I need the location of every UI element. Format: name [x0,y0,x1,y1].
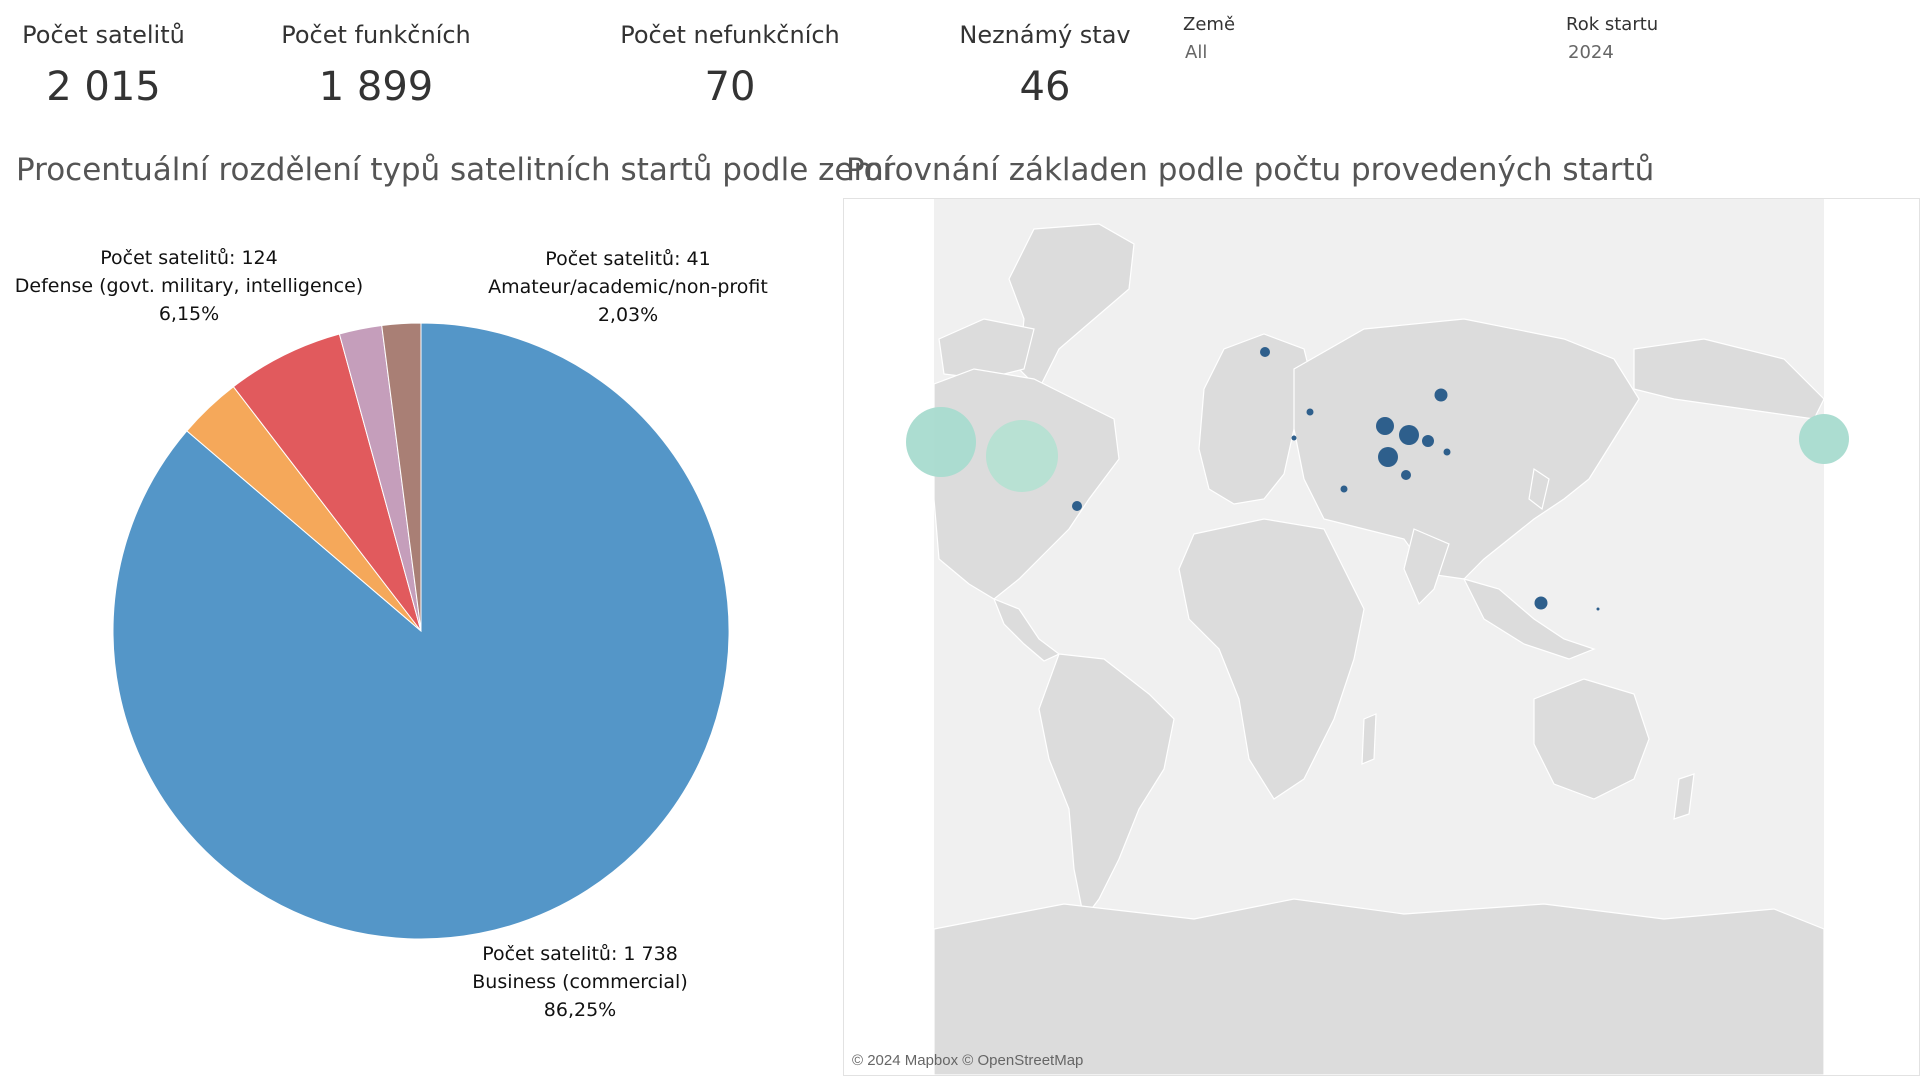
world-map-svg[interactable] [844,199,1919,1075]
filter-country[interactable]: Země All [1183,12,1483,66]
pie-slice-2[interactable] [232,333,422,632]
map-land [933,223,1825,1075]
pie-slice-4[interactable] [381,322,422,632]
pie-label-name: Amateur/academic/non-profit [488,276,768,298]
kpi-value: 70 [704,64,756,110]
pie-label-count: Počet satelitů: 124 [100,247,278,269]
launch-base-bubble[interactable] [1799,414,1849,464]
pie-slice-0[interactable] [112,322,730,940]
landmass-new-zealand [1673,773,1695,820]
launch-base-dot[interactable] [1399,425,1419,445]
pie-label-pct: 86,25% [543,999,617,1021]
landmass-asia [1293,318,1640,580]
launch-base-dot[interactable] [1401,470,1411,480]
pie-label-count: Počet satelitů: 1 738 [482,943,678,965]
map-dots[interactable] [1072,347,1600,611]
pie-label-amateur: Počet satelitů: 41 Amateur/academic/non-… [488,245,768,329]
kpi-total-satellites: Počet satelitů 2 015 [0,0,207,111]
pie-label-count: Počet satelitů: 41 [545,248,711,270]
landmass-southeast-asia [1462,578,1596,660]
filter-launch-year[interactable]: Rok startu 2024 [1566,12,1866,66]
kpi-value: 2 015 [46,64,161,110]
launch-base-dot[interactable] [1376,417,1394,435]
kpi-nonfunctional: Počet nefunkčních 70 [600,0,860,111]
pie-label-defense: Počet satelitů: 124 Defense (govt. milit… [15,244,363,328]
pie-label-business: Počet satelitů: 1 738 Business (commerci… [472,940,687,1024]
pie-label-name: Business (commercial) [472,971,688,993]
landmass-madagascar [1361,713,1377,765]
kpi-label: Počet nefunkčních [620,21,840,49]
launch-base-dot[interactable] [1306,408,1314,416]
landmass-europe [1198,333,1315,505]
landmass-africa [1178,518,1365,800]
kpi-functional: Počet funkčních 1 899 [270,0,482,111]
pie-chart-title: Procentuální rozdělení typů satelitních … [16,152,893,188]
pie-chart-svg [112,322,730,940]
filter-launch-year-value[interactable]: 2024 [1568,42,1614,63]
launch-base-dot[interactable] [1340,485,1348,493]
landmass-arctic-islands [938,318,1035,380]
launch-base-bubble[interactable] [986,420,1058,492]
world-map[interactable]: © 2024 Mapbox © OpenStreetMap [843,198,1920,1076]
pie-label-pct: 6,15% [158,303,220,325]
filter-country-label: Země [1183,14,1236,35]
landmass-india [1403,528,1450,606]
kpi-value: 46 [1019,64,1071,110]
launch-base-dot[interactable] [1378,447,1398,467]
launch-base-dot[interactable] [1072,501,1082,511]
kpi-label: Počet funkčních [281,21,471,49]
landmass-japan [1528,467,1550,511]
kpi-label: Neznámý stav [959,21,1131,49]
landmass-south-america [1038,653,1175,921]
map-bubbles[interactable] [906,407,1849,492]
launch-base-dot[interactable] [1422,435,1434,447]
launch-base-dot[interactable] [1443,448,1451,456]
pie-label-pct: 2,03% [597,304,659,326]
launch-base-dot[interactable] [1596,607,1600,611]
launch-base-dot[interactable] [1260,347,1270,357]
launch-base-bubble[interactable] [906,407,976,477]
map-title: Porovnání základen podle počtu provedený… [846,152,1655,188]
kpi-label: Počet satelitů [22,21,185,49]
landmass-central-america [992,597,1061,662]
launch-base-dot[interactable] [1434,388,1448,402]
map-attribution: © 2024 Mapbox © OpenStreetMap [852,1052,1084,1069]
launch-base-dot[interactable] [1534,596,1548,610]
kpi-unknown-status: Neznámý stav 46 [930,0,1160,111]
landmass-greenland [1008,223,1135,391]
pie-label-name: Defense (govt. military, intelligence) [14,275,364,297]
filter-country-value[interactable]: All [1185,42,1208,63]
landmass-antarctica [933,898,1825,1075]
kpi-value: 1 899 [318,64,434,110]
filter-launch-year-label: Rok startu [1566,14,1659,35]
launch-base-dot[interactable] [1291,435,1297,441]
pie-chart: Počet satelitů: 124 Defense (govt. milit… [0,200,840,1080]
landmass-australia [1533,678,1650,800]
